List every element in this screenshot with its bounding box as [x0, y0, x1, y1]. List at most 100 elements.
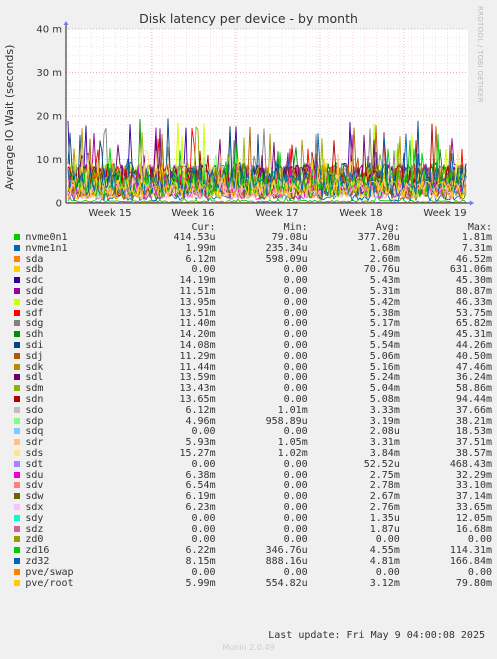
- legend-cur: 4.96m: [185, 415, 216, 427]
- legend-series-name: sdb: [25, 264, 44, 276]
- legend-max: 33.10m: [455, 480, 492, 492]
- legend-max: 65.82m: [455, 318, 492, 330]
- legend-swatch-cell: [12, 546, 25, 557]
- legend-row: sdo 6.12m 1.01m 3.33m 37.66m: [12, 404, 492, 417]
- legend-avg: 52.52u: [363, 458, 400, 470]
- legend-min: 0.00: [283, 566, 308, 578]
- legend-min: 1.05m: [277, 437, 308, 449]
- legend-row: sdh 14.20m 0.00 5.49m 45.31m: [12, 329, 492, 341]
- legend-min: 1.02m: [277, 447, 308, 459]
- legend-series-name: nvme1n1: [25, 242, 68, 254]
- legend-min: 0.00: [283, 393, 308, 405]
- legend-swatch-cell: [12, 276, 25, 287]
- legend-series-name: sdu: [25, 469, 44, 481]
- legend-max: 166.84m: [449, 555, 492, 567]
- legend-series-name: sda: [25, 253, 44, 265]
- legend-series-name: zd32: [25, 555, 50, 567]
- legend-swatch: [14, 255, 20, 262]
- legend-cur: 6.12m: [185, 253, 216, 265]
- legend-max: 1.81m: [461, 232, 492, 243]
- legend-cur: 8.15m: [185, 555, 216, 567]
- legend-swatch-cell: [12, 287, 25, 298]
- legend-min: 0.00: [283, 329, 308, 341]
- legend-max: 468.43m: [449, 458, 492, 470]
- legend-series-name: sdv: [25, 480, 44, 492]
- legend-swatch: [14, 277, 20, 284]
- legend-avg: 2.08u: [369, 426, 400, 438]
- legend-max: 33.65m: [455, 501, 492, 513]
- legend-avg: 5.43m: [369, 275, 400, 287]
- legend-max: 114.31m: [449, 545, 492, 557]
- legend-max: 32.29m: [455, 469, 492, 481]
- legend-series-name: zd0: [25, 534, 44, 546]
- legend-cur: 6.54m: [185, 480, 216, 492]
- legend-series-name: sdp: [25, 415, 44, 427]
- legend-cur: 11.40m: [179, 318, 216, 330]
- legend-series-name: sdh: [25, 329, 44, 341]
- legend-row: sdz 0.00 0.00 1.87u 16.68m: [12, 523, 492, 536]
- y-tick-label: 40 m: [36, 25, 62, 36]
- legend-swatch-cell: [12, 265, 25, 276]
- legend-cur: 13.51m: [179, 307, 216, 319]
- legend-series-name: sdj: [25, 350, 44, 362]
- legend-max: 46.52m: [455, 253, 492, 265]
- legend-cur: 14.19m: [179, 275, 216, 287]
- legend-cur: 13.65m: [179, 393, 216, 405]
- legend-swatch: [14, 406, 20, 413]
- legend-series-name: nvme0n1: [25, 232, 68, 243]
- legend-max: 45.30m: [455, 275, 492, 287]
- legend-row: nvme1n1 1.99m 235.34u 1.68m 7.31m: [12, 242, 492, 255]
- legend-swatch: [14, 417, 20, 424]
- legend-max: 46.33m: [455, 296, 492, 308]
- legend-avg: 0.00: [375, 534, 400, 546]
- legend-row: sdc 14.19m 0.00 5.43m 45.30m: [12, 275, 492, 287]
- legend-max: 38.21m: [455, 415, 492, 427]
- legend-avg: 0.00: [375, 566, 400, 578]
- legend-cur: 0.00: [191, 426, 216, 438]
- legend-swatch: [14, 352, 20, 359]
- legend-max: 53.75m: [455, 307, 492, 319]
- legend-swatch-cell: [12, 384, 25, 395]
- legend-avg: 1.35u: [369, 512, 400, 524]
- legend-swatch: [14, 525, 20, 532]
- legend-swatch-cell: [12, 341, 25, 352]
- legend-swatch-cell: [12, 417, 25, 428]
- legend-max: 16.68m: [455, 523, 492, 535]
- legend-swatch-cell: [12, 309, 25, 320]
- legend-swatch-cell: [12, 535, 25, 546]
- legend-avg: 2.76m: [369, 501, 400, 513]
- x-axis-arrow: [470, 200, 474, 206]
- legend-min: 0.00: [283, 469, 308, 481]
- legend-min: 0.00: [283, 372, 308, 384]
- legend-max: 45.31m: [455, 329, 492, 341]
- legend-max: 94.44m: [455, 393, 492, 405]
- legend-series-name: sds: [25, 447, 44, 459]
- legend-swatch-cell: [12, 427, 25, 438]
- legend-swatch: [14, 503, 20, 510]
- legend-max: 80.87m: [455, 285, 492, 297]
- legend-swatch: [14, 439, 20, 446]
- legend-cur: 0.00: [191, 534, 216, 546]
- legend-avg: 3.33m: [369, 404, 400, 416]
- y-tick-label: 20 m: [36, 112, 62, 123]
- x-tick-label: Week 16: [171, 208, 214, 219]
- legend-min: 0.00: [283, 458, 308, 470]
- legend-min: 1.01m: [277, 404, 308, 416]
- legend-min: 0.00: [283, 491, 308, 503]
- legend-cur: 6.38m: [185, 469, 216, 481]
- series-line-sdm: [67, 126, 467, 197]
- legend-avg: 2.75m: [369, 469, 400, 481]
- legend-row: sdr 5.93m 1.05m 3.31m 37.51m: [12, 437, 492, 449]
- legend-avg: 3.19m: [369, 415, 400, 427]
- legend-swatch: [14, 579, 20, 586]
- legend-min: 0.00: [283, 383, 308, 395]
- legend-swatch: [14, 568, 20, 575]
- legend-avg: 2.78m: [369, 480, 400, 492]
- legend-max: 18.53m: [455, 426, 492, 438]
- legend-swatch-cell: [12, 373, 25, 384]
- legend-avg: 2.67m: [369, 491, 400, 503]
- legend-swatch: [14, 331, 20, 338]
- legend-row: sdg 11.40m 0.00 5.17m 65.82m: [12, 319, 492, 330]
- legend-swatch: [14, 557, 20, 564]
- legend-max: 37.51m: [455, 437, 492, 449]
